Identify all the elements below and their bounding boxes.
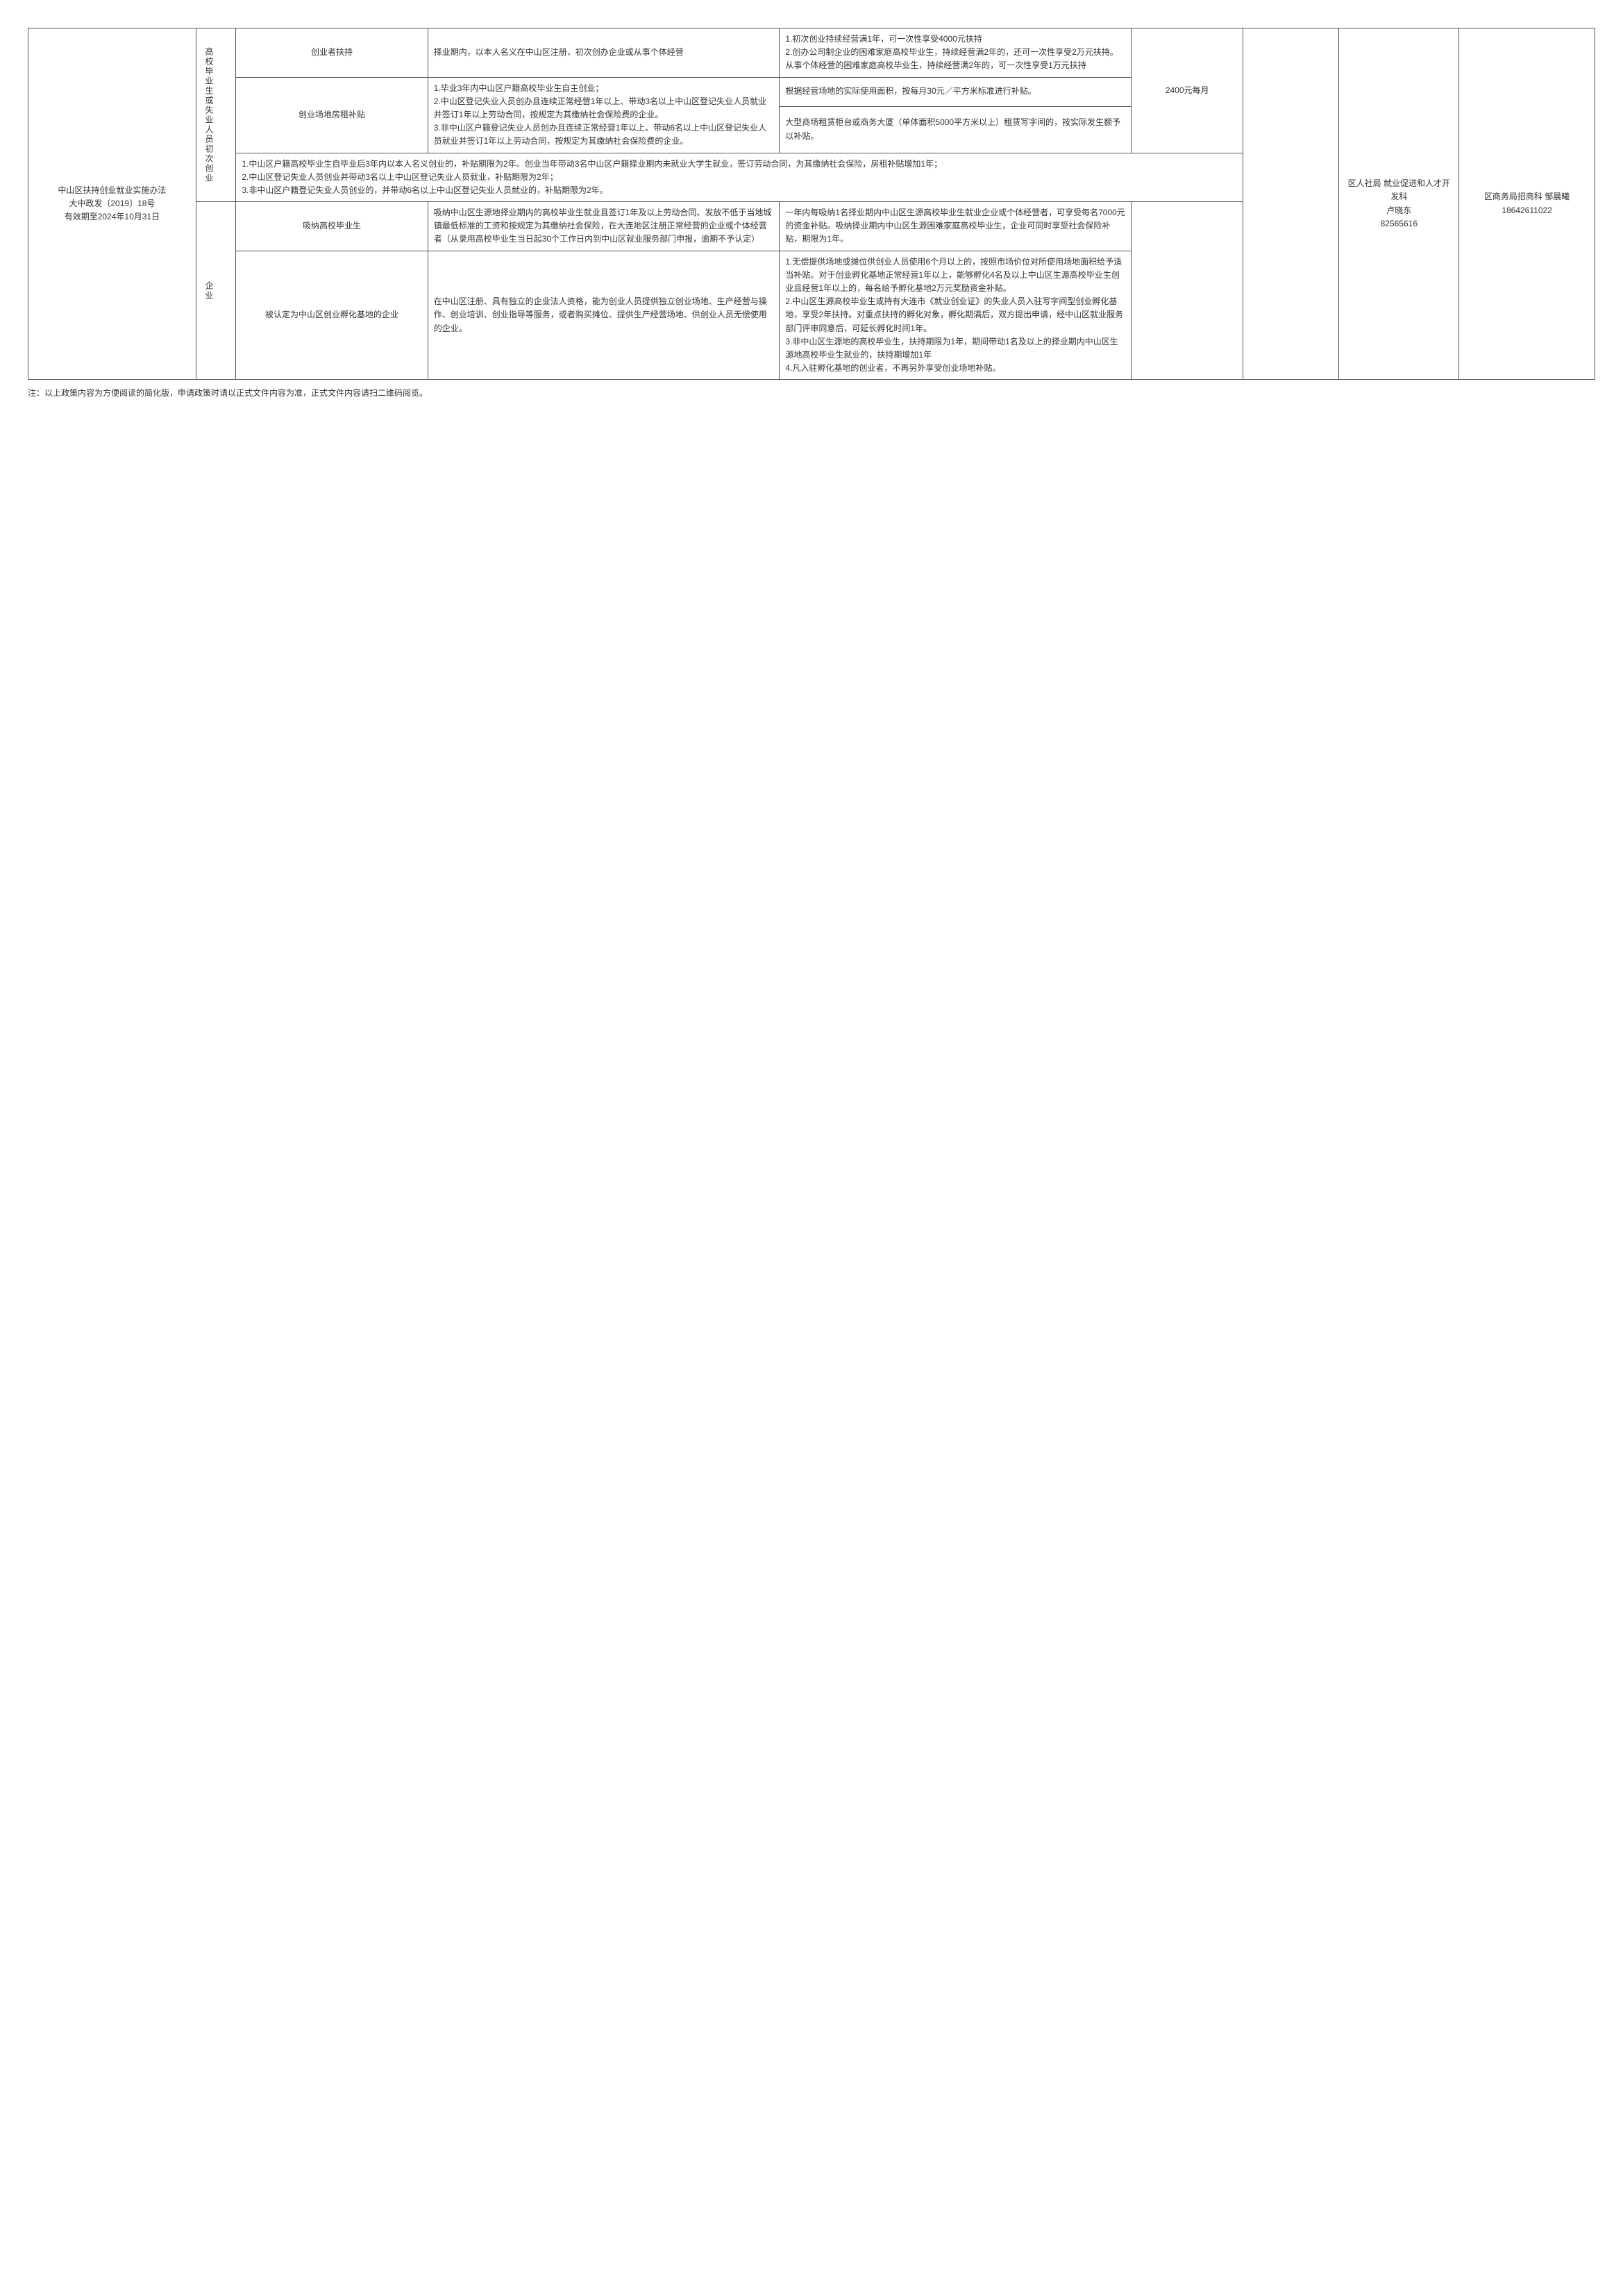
policy-title-cell: 中山区扶持创业就业实施办法 大中政发〔2019〕18号 有效期至2024年10月… <box>28 28 196 380</box>
dept2-cell: 区商务局招商科 邹晨曦 18642611022 <box>1459 28 1595 380</box>
dept1-phone: 82565616 <box>1345 217 1453 231</box>
row1-desc: 择业期内，以本人名义在中山区注册，初次创办企业或从事个体经营 <box>428 28 780 78</box>
row2-detail-b: 大型商场租赁柜台或商务大厦（单体面积5000平方米以上）租赁写字间的，按实际发生… <box>780 106 1132 153</box>
row2-desc: 1.毕业3年内中山区户籍高校毕业生自主创业； 2.中山区登记失业人员创办且连续正… <box>428 77 780 153</box>
row4-detail: 一年内每吸纳1名择业期内中山区生源高校毕业生就业企业或个体经营者，可享受每名70… <box>780 202 1132 251</box>
row3-note: 1.中山区户籍高校毕业生自毕业后3年内以本人名义创业的，补贴期限为2年。创业当年… <box>236 153 1243 202</box>
row1-detail: 1.初次创业持续经营满1年，可一次性享受4000元扶持 2.创办公司制企业的困难… <box>780 28 1132 78</box>
policy-table: 中山区扶持创业就业实施办法 大中政发〔2019〕18号 有效期至2024年10月… <box>28 28 1595 380</box>
table-row: 中山区扶持创业就业实施办法 大中政发〔2019〕18号 有效期至2024年10月… <box>28 28 1595 78</box>
dept1-person: 卢晓东 <box>1345 204 1453 217</box>
row5-name: 被认定为中山区创业孵化基地的企业 <box>236 251 428 380</box>
category-group-1: 高校毕业生或失业人员初次创业 <box>196 28 236 202</box>
policy-title-2: 大中政发〔2019〕18号 <box>34 197 190 210</box>
amount-cell: 2400元每月 <box>1132 28 1243 153</box>
cat2-label: 企业 <box>202 281 215 301</box>
policy-title-1: 中山区扶持创业就业实施办法 <box>34 184 190 197</box>
row2-detail-a: 根据经营场地的实际使用面积，按每月30元／平方米标准进行补贴。 <box>780 77 1132 106</box>
qr-code-icon <box>1270 183 1312 225</box>
row5-detail: 1.无偿提供场地或摊位供创业人员使用6个月以上的，按照市场价位对所使用场地面积给… <box>780 251 1132 380</box>
dept2-phone: 18642611022 <box>1465 204 1589 217</box>
amount-empty <box>1132 202 1243 380</box>
row4-desc: 吸纳中山区生源地择业期内的高校毕业生就业且签订1年及以上劳动合同、发放不低于当地… <box>428 202 780 251</box>
row5-desc: 在中山区注册、具有独立的企业法人资格，能为创业人员提供独立创业场地、生产经营与操… <box>428 251 780 380</box>
row1-name: 创业者扶持 <box>236 28 428 78</box>
qr-cell <box>1243 28 1339 380</box>
dept1-cell: 区人社局 就业促进和人才开发科 卢晓东 82565616 <box>1339 28 1459 380</box>
category-group-2: 企业 <box>196 202 236 380</box>
page-container: 中山区扶持创业就业实施办法 大中政发〔2019〕18号 有效期至2024年10月… <box>28 28 1595 399</box>
row2-name: 创业场地房租补贴 <box>236 77 428 153</box>
dept2-name: 区商务局招商科 邹晨曦 <box>1465 190 1589 203</box>
cat1-label: 高校毕业生或失业人员初次创业 <box>202 47 215 183</box>
footnote: 注：以上政策内容为方便阅读的简化版，申请政策时请以正式文件内容为准，正式文件内容… <box>28 387 1595 399</box>
row4-name: 吸纳高校毕业生 <box>236 202 428 251</box>
dept1-name: 区人社局 就业促进和人才开发科 <box>1345 177 1453 203</box>
policy-title-3: 有效期至2024年10月31日 <box>34 210 190 224</box>
